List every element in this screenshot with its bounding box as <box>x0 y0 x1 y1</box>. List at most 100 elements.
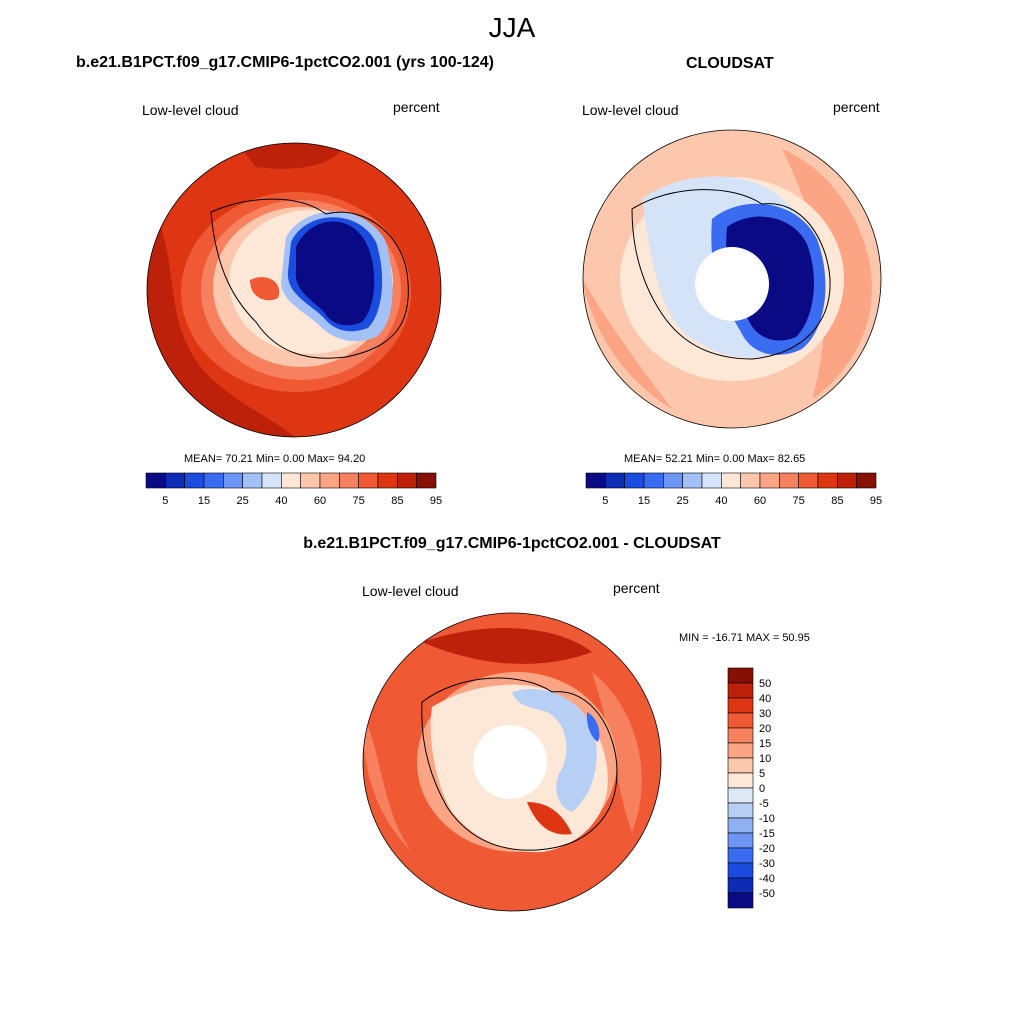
panel1-colorbar-tick-label: 75 <box>353 495 365 507</box>
panel3-colorbar-tick-label: 15 <box>759 738 771 750</box>
panel3-colorbar-box <box>727 727 754 744</box>
panel3-colorbar-tick-label: 0 <box>759 783 765 795</box>
panel1-colorbar-box <box>397 472 417 489</box>
panel1-colorbar-box <box>165 472 185 489</box>
panel2-units-label: percent <box>833 99 880 115</box>
panel2-colorbar-box <box>643 472 664 489</box>
panel3-units-label: percent <box>613 580 660 596</box>
panel3-negative-zone <box>512 688 597 812</box>
panel1-colorbar-box <box>184 472 205 489</box>
panel3-colorbar-tick-label: 5 <box>759 768 765 780</box>
panel1-units-label: percent <box>393 99 440 115</box>
panel2-variable-label: Low-level cloud <box>582 102 679 118</box>
panel3-title: b.e21.B1PCT.f09_g17.CMIP6-1pctCO2.001 - … <box>303 535 721 552</box>
panel3-colorbar-box <box>727 697 754 714</box>
panel3-colorbar-tick-label: 10 <box>759 753 771 765</box>
panel1-colorbar-box <box>223 472 243 489</box>
panel1-colorbar-box <box>319 472 340 489</box>
panel3-east-anomaly <box>592 672 642 832</box>
panel3-colorbar-tick-label: 20 <box>759 723 771 735</box>
panel3-max-anomaly <box>422 628 592 664</box>
panel1-title: b.e21.B1PCT.f09_g17.CMIP6-1pctCO2.001 (y… <box>76 54 494 71</box>
panel1-colorbar-tick-label: 25 <box>237 495 249 507</box>
panel2-polar-map <box>582 129 882 429</box>
panel2-colorbar: 5 15 25 40 60 75 85 95 <box>585 472 882 507</box>
panel1-high-cloud-north <box>236 143 346 169</box>
panel3-colorbar-box <box>727 832 754 849</box>
panel3-colorbar-box <box>727 817 754 834</box>
panel1-colorbar-box <box>203 472 224 489</box>
panel3-colorbar-tick-label: -20 <box>759 843 775 855</box>
panel1-colorbar-box <box>416 472 437 489</box>
panel1-colorbar-tick-label: 95 <box>430 495 442 507</box>
panel3-map-border <box>362 612 662 912</box>
panel2-map-border <box>582 129 882 429</box>
panel1-colorbar-box <box>281 472 301 489</box>
panel2-colorbar-tick-label: 95 <box>870 495 882 507</box>
panel2-no-data-hole <box>695 247 769 321</box>
panel3-min-anomaly <box>586 712 600 742</box>
panel1-colorbar-tick-label: 60 <box>314 495 326 507</box>
panel2-colorbar-box <box>817 472 838 489</box>
panel3-colorbar-tick-label: -10 <box>759 813 775 825</box>
panel2-colorbar-tick-label: 15 <box>638 495 650 507</box>
panel1-colorbar-tick-label: 5 <box>162 495 168 507</box>
panel1-colorbar: 5 15 25 40 60 75 85 95 <box>145 472 442 507</box>
panel1-high-cloud-region <box>147 202 296 437</box>
panel2-colorbar-tick-label: 75 <box>793 495 805 507</box>
panel2-colorbar-box <box>779 472 799 489</box>
panel1-colorbar-tick-label: 15 <box>198 495 210 507</box>
panel2-colorbar-box <box>605 472 625 489</box>
panel1-colorbar-box <box>377 472 398 489</box>
panel1-map-border <box>146 142 442 438</box>
panel3-coastline <box>421 677 618 851</box>
panel3-colorbar-box <box>727 877 754 894</box>
panel1-coastline <box>210 198 409 359</box>
panel2-colorbar-tick-label: 60 <box>754 495 766 507</box>
panel3-colorbar-tick-label: -50 <box>759 888 775 900</box>
panel2-colorbar-tick-label: 25 <box>677 495 689 507</box>
panel3-colorbar-tick-label: 50 <box>759 678 771 690</box>
panel2-title: CLOUDSAT <box>686 55 774 72</box>
panel1-colorbar-box <box>339 472 359 489</box>
panel1-colorbar-box <box>261 472 282 489</box>
panel3-no-data-hole <box>473 725 547 799</box>
panel1-variable-label: Low-level cloud <box>142 102 239 118</box>
panel1-shelf-anomaly <box>250 277 280 301</box>
panel2-colorbar-box <box>798 472 819 489</box>
panel1-zero-cloud-core <box>295 221 375 326</box>
panel2-colorbar-box <box>837 472 857 489</box>
panel3-colorbar-tick-label: -30 <box>759 858 775 870</box>
panel3-colorbar-box <box>727 682 754 699</box>
panel2-colorbar-box <box>759 472 780 489</box>
panel3-colorbar-box <box>727 772 754 789</box>
panel3-stats: MIN = -16.71 MAX = 50.95 <box>679 632 810 644</box>
panel1-colorbar-tick-label: 40 <box>275 495 287 507</box>
panel2-colorbar-box <box>701 472 722 489</box>
panel2-colorbar-box <box>721 472 741 489</box>
panel3-colorbar-tick-label: 40 <box>759 693 771 705</box>
panel2-colorbar-tick-label: 40 <box>715 495 727 507</box>
panel3-shelf-anomaly <box>527 802 572 835</box>
panel3-colorbar-box <box>727 787 754 804</box>
panel3-colorbar-box <box>727 802 754 819</box>
panel3-colorbar-tick-label: -40 <box>759 873 775 885</box>
panel2-colorbar-box <box>663 472 683 489</box>
panel2-colorbar-tick-label: 85 <box>831 495 843 507</box>
panel3-colorbar-tick-label: -5 <box>759 798 769 810</box>
panel3-colorbar-box <box>727 847 754 864</box>
panel1-colorbar-tick-label: 85 <box>391 495 403 507</box>
panel3-colorbar-tick-label: -15 <box>759 828 775 840</box>
panel3-colorbar-box <box>727 712 754 729</box>
panel1-colorbar-box <box>300 472 321 489</box>
panel1-polar-map <box>146 142 442 438</box>
panel2-colorbar-box <box>585 472 606 489</box>
panel2-colorbar-box <box>856 472 877 489</box>
panel1-colorbar-box <box>358 472 379 489</box>
panel2-colorbar-box <box>624 472 645 489</box>
panel3-polar-map <box>362 612 662 912</box>
panel3-colorbar-tick-label: 30 <box>759 708 771 720</box>
panel2-colorbar-box <box>740 472 761 489</box>
panel1-stats: MEAN= 70.21 Min= 0.00 Max= 94.20 <box>184 453 366 465</box>
